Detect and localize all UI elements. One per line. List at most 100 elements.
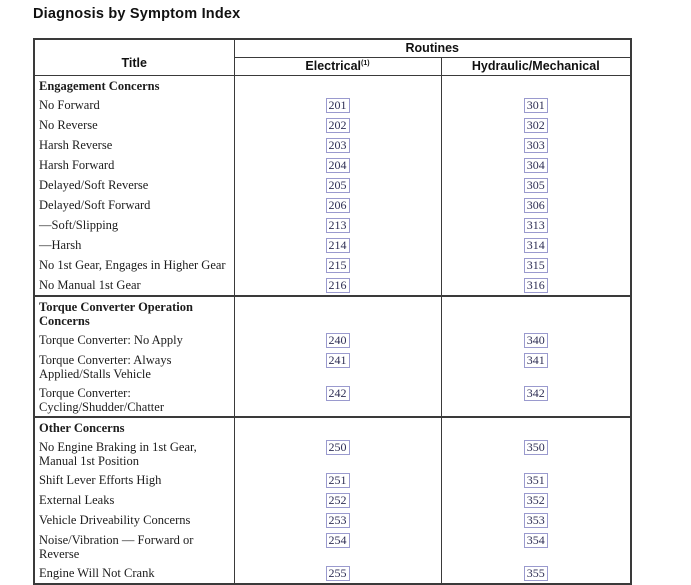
hydraulic-cell: 340 [440,330,632,350]
electrical-routine-link[interactable]: 253 [325,512,350,528]
symptom-row: Vehicle Driveability Concerns 253 353 [33,510,632,530]
hydraulic-cell-empty [440,75,632,95]
electrical-routine-link[interactable]: 250 [325,439,350,455]
table-body: Engagement Concerns No Forward 201 301 No Re… [33,75,632,584]
electrical-routine-link[interactable]: 255 [325,565,350,581]
symptom-title: No Forward [33,95,235,115]
symptom-row: No Forward 201 301 [33,95,632,115]
electrical-cell-empty [233,416,442,437]
hydraulic-cell-empty [440,295,632,330]
hydraulic-routine-link[interactable]: 305 [523,177,548,193]
electrical-routine-link[interactable]: 206 [325,197,350,213]
electrical-routine-link[interactable]: 251 [325,472,350,488]
electrical-routine-link[interactable]: 240 [325,332,350,348]
electrical-cell: 206 [233,195,442,215]
column-header-routines: Routines [233,38,632,58]
symptom-row: Harsh Forward 204 304 [33,155,632,175]
electrical-routine-link[interactable]: 201 [325,97,350,113]
hydraulic-cell: 351 [440,470,632,490]
symptom-title: Noise/Vibration — Forward or Reverse [33,530,235,563]
electrical-cell-empty [233,75,442,95]
symptom-title: —Soft/Slipping [33,215,235,235]
electrical-routine-link[interactable]: 204 [325,157,350,173]
hydraulic-routine-link[interactable]: 303 [523,137,548,153]
hydraulic-routine-link[interactable]: 304 [523,157,548,173]
hydraulic-cell: 314 [440,235,632,255]
electrical-routine-link[interactable]: 214 [325,237,350,253]
hydraulic-cell: 305 [440,175,632,195]
hydraulic-routine-link[interactable]: 355 [523,565,548,581]
hydraulic-routine-link[interactable]: 313 [523,217,548,233]
symptom-row: No 1st Gear, Engages in Higher Gear 215 31… [33,255,632,275]
hydraulic-cell: 350 [440,437,632,470]
symptom-row: Torque Converter: No Apply 240 340 [33,330,632,350]
hydraulic-routine-link[interactable]: 342 [523,385,548,401]
symptom-title: Torque Converter: Always Applied/Stalls … [33,350,235,383]
electrical-cell: 216 [233,275,442,296]
symptom-title: Harsh Reverse [33,135,235,155]
hydraulic-cell: 313 [440,215,632,235]
electrical-cell: 202 [233,115,442,135]
section-header-row: Torque Converter Operation Concerns [33,295,632,330]
section-title: Other Concerns [33,416,235,437]
electrical-cell: 205 [233,175,442,195]
hydraulic-routine-link[interactable]: 353 [523,512,548,528]
symptom-title: Vehicle Driveability Concerns [33,510,235,530]
hydraulic-cell: 353 [440,510,632,530]
symptom-row: Noise/Vibration — Forward or Reverse 254 3… [33,530,632,563]
electrical-routine-link[interactable]: 242 [325,385,350,401]
hydraulic-routine-link[interactable]: 340 [523,332,548,348]
electrical-cell: 240 [233,330,442,350]
routines-header-row: Title Routines [33,38,632,76]
hydraulic-routine-link[interactable]: 314 [523,237,548,253]
hydraulic-routine-link[interactable]: 306 [523,197,548,213]
electrical-routine-link[interactable]: 252 [325,492,350,508]
symptom-row: No Reverse 202 302 [33,115,632,135]
symptom-title: —Harsh [33,235,235,255]
electrical-cell: 241 [233,350,442,383]
electrical-cell: 250 [233,437,442,470]
electrical-routine-link[interactable]: 215 [325,257,350,273]
electrical-routine-link[interactable]: 241 [325,352,350,368]
electrical-routine-link[interactable]: 216 [325,277,350,293]
hydraulic-routine-link[interactable]: 302 [523,117,548,133]
hydraulic-cell: 352 [440,490,632,510]
hydraulic-cell: 315 [440,255,632,275]
hydraulic-cell: 303 [440,135,632,155]
symptom-row: Delayed/Soft Forward 206 306 [33,195,632,215]
hydraulic-routine-link[interactable]: 341 [523,352,548,368]
hydraulic-routine-link[interactable]: 301 [523,97,548,113]
hydraulic-cell: 354 [440,530,632,563]
subcolumns-header-row: Electrical(1) Hydraulic/Mechanical [34,57,632,76]
section-header-row: Engagement Concerns [33,75,632,95]
symptom-row: —Soft/Slipping 213 313 [33,215,632,235]
hydraulic-cell: 304 [440,155,632,175]
section-header-row: Other Concerns [33,416,632,437]
electrical-routine-link[interactable]: 213 [325,217,350,233]
electrical-routine-link[interactable]: 202 [325,117,350,133]
hydraulic-cell: 342 [440,383,632,417]
hydraulic-routine-link[interactable]: 315 [523,257,548,273]
symptom-title: No Engine Braking in 1st Gear, Manual 1s… [33,437,235,470]
symptom-row: Delayed/Soft Reverse 205 305 [33,175,632,195]
electrical-cell: 204 [233,155,442,175]
symptom-row: —Harsh 214 314 [33,235,632,255]
electrical-cell: 242 [233,383,442,417]
hydraulic-cell: 316 [440,275,632,296]
hydraulic-cell: 301 [440,95,632,115]
electrical-cell: 201 [233,95,442,115]
electrical-cell: 254 [233,530,442,563]
hydraulic-routine-link[interactable]: 351 [523,472,548,488]
electrical-cell: 251 [233,470,442,490]
hydraulic-routine-link[interactable]: 354 [523,532,548,548]
hydraulic-routine-link[interactable]: 316 [523,277,548,293]
hydraulic-routine-link[interactable]: 350 [523,439,548,455]
electrical-routine-link[interactable]: 254 [325,532,350,548]
electrical-routine-link[interactable]: 205 [325,177,350,193]
hydraulic-cell: 302 [440,115,632,135]
electrical-routine-link[interactable]: 203 [325,137,350,153]
symptom-title: Harsh Forward [33,155,235,175]
page-title: Diagnosis by Symptom Index [33,6,241,22]
hydraulic-routine-link[interactable]: 352 [523,492,548,508]
electrical-cell: 213 [233,215,442,235]
